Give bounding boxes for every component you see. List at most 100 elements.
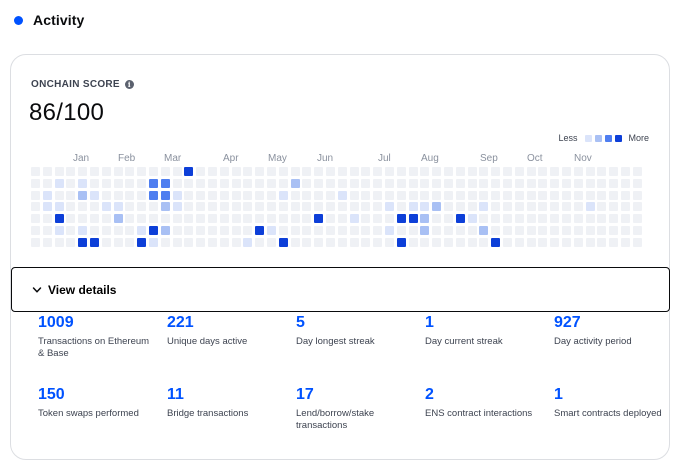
- heatmap-cell[interactable]: [149, 214, 158, 224]
- heatmap-cell[interactable]: [526, 178, 536, 188]
- heatmap-cell[interactable]: [621, 214, 630, 224]
- heatmap-cell[interactable]: [160, 190, 170, 200]
- heatmap-cell[interactable]: [444, 226, 453, 235]
- heatmap-cell[interactable]: [585, 190, 595, 200]
- heatmap-cell[interactable]: [609, 214, 619, 224]
- heatmap-cell[interactable]: [373, 226, 383, 235]
- heatmap-cell[interactable]: [444, 167, 453, 176]
- heatmap-cell[interactable]: [609, 237, 619, 247]
- heatmap-cell[interactable]: [290, 214, 300, 224]
- heatmap-cell[interactable]: [278, 202, 288, 212]
- heatmap-cell[interactable]: [538, 237, 548, 247]
- heatmap-cell[interactable]: [385, 237, 394, 247]
- heatmap-cell[interactable]: [396, 190, 406, 200]
- heatmap-cell[interactable]: [479, 226, 489, 235]
- heatmap-cell[interactable]: [573, 202, 583, 212]
- heatmap-cell[interactable]: [597, 167, 607, 176]
- heatmap-cell[interactable]: [290, 202, 300, 212]
- heatmap-cell[interactable]: [562, 214, 571, 224]
- heatmap-cell[interactable]: [231, 237, 241, 247]
- heatmap-cell[interactable]: [196, 237, 206, 247]
- heatmap-cell[interactable]: [479, 237, 489, 247]
- heatmap-cell[interactable]: [597, 237, 607, 247]
- heatmap-cell[interactable]: [172, 237, 182, 247]
- heatmap-cell[interactable]: [54, 178, 64, 188]
- heatmap-cell[interactable]: [385, 226, 394, 235]
- heatmap-cell[interactable]: [149, 167, 158, 176]
- heatmap-cell[interactable]: [573, 190, 583, 200]
- heatmap-cell[interactable]: [479, 178, 489, 188]
- heatmap-cell[interactable]: [208, 214, 217, 224]
- heatmap-cell[interactable]: [491, 167, 501, 176]
- heatmap-cell[interactable]: [361, 167, 371, 176]
- heatmap-cell[interactable]: [573, 226, 583, 235]
- heatmap-cell[interactable]: [550, 237, 560, 247]
- heatmap-cell[interactable]: [514, 202, 524, 212]
- heatmap-cell[interactable]: [101, 167, 111, 176]
- heatmap-cell[interactable]: [467, 237, 477, 247]
- heatmap-cell[interactable]: [184, 178, 194, 188]
- heatmap-cell[interactable]: [278, 190, 288, 200]
- heatmap-cell[interactable]: [54, 214, 64, 224]
- heatmap-cell[interactable]: [78, 167, 88, 176]
- heatmap-cell[interactable]: [231, 190, 241, 200]
- heatmap-cell[interactable]: [432, 190, 442, 200]
- heatmap-cell[interactable]: [455, 226, 465, 235]
- heatmap-cell[interactable]: [562, 237, 571, 247]
- heatmap-cell[interactable]: [31, 167, 40, 176]
- heatmap-cell[interactable]: [78, 237, 88, 247]
- view-details-button[interactable]: View details: [11, 267, 670, 312]
- heatmap-cell[interactable]: [491, 226, 501, 235]
- heatmap-cell[interactable]: [125, 167, 135, 176]
- heatmap-cell[interactable]: [396, 226, 406, 235]
- heatmap-cell[interactable]: [149, 226, 158, 235]
- heatmap-cell[interactable]: [219, 178, 229, 188]
- heatmap-cell[interactable]: [455, 202, 465, 212]
- heatmap-cell[interactable]: [503, 167, 512, 176]
- heatmap-cell[interactable]: [420, 202, 430, 212]
- heatmap-cell[interactable]: [385, 190, 394, 200]
- heatmap-cell[interactable]: [78, 202, 88, 212]
- heatmap-cell[interactable]: [172, 167, 182, 176]
- heatmap-cell[interactable]: [101, 202, 111, 212]
- heatmap-cell[interactable]: [503, 178, 512, 188]
- heatmap-cell[interactable]: [243, 226, 253, 235]
- heatmap-cell[interactable]: [54, 190, 64, 200]
- heatmap-cell[interactable]: [609, 167, 619, 176]
- heatmap-cell[interactable]: [467, 178, 477, 188]
- heatmap-cell[interactable]: [585, 167, 595, 176]
- heatmap-cell[interactable]: [609, 178, 619, 188]
- heatmap-cell[interactable]: [408, 226, 418, 235]
- heatmap-cell[interactable]: [160, 214, 170, 224]
- heatmap-cell[interactable]: [137, 214, 147, 224]
- heatmap-cell[interactable]: [219, 237, 229, 247]
- heatmap-cell[interactable]: [585, 226, 595, 235]
- heatmap-cell[interactable]: [361, 237, 371, 247]
- heatmap-cell[interactable]: [337, 237, 347, 247]
- heatmap-cell[interactable]: [573, 178, 583, 188]
- heatmap-cell[interactable]: [514, 237, 524, 247]
- heatmap-cell[interactable]: [562, 178, 571, 188]
- heatmap-cell[interactable]: [597, 214, 607, 224]
- heatmap-cell[interactable]: [597, 202, 607, 212]
- heatmap-cell[interactable]: [243, 214, 253, 224]
- heatmap-cell[interactable]: [101, 214, 111, 224]
- heatmap-cell[interactable]: [302, 190, 312, 200]
- heatmap-cell[interactable]: [609, 190, 619, 200]
- heatmap-cell[interactable]: [385, 167, 394, 176]
- heatmap-cell[interactable]: [432, 167, 442, 176]
- heatmap-cell[interactable]: [243, 237, 253, 247]
- heatmap-cell[interactable]: [632, 178, 642, 188]
- heatmap-cell[interactable]: [196, 202, 206, 212]
- heatmap-cell[interactable]: [385, 178, 394, 188]
- heatmap-cell[interactable]: [42, 190, 52, 200]
- heatmap-cell[interactable]: [278, 237, 288, 247]
- heatmap-cell[interactable]: [255, 178, 265, 188]
- heatmap-cell[interactable]: [573, 167, 583, 176]
- heatmap-cell[interactable]: [54, 167, 64, 176]
- heatmap-cell[interactable]: [420, 214, 430, 224]
- heatmap-cell[interactable]: [467, 167, 477, 176]
- heatmap-cell[interactable]: [479, 167, 489, 176]
- heatmap-cell[interactable]: [125, 214, 135, 224]
- heatmap-cell[interactable]: [326, 226, 335, 235]
